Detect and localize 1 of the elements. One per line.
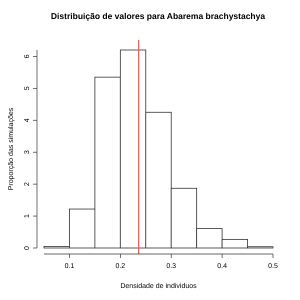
chart-title: Distribuição de valores para Abarema brachystachya [50, 11, 266, 21]
